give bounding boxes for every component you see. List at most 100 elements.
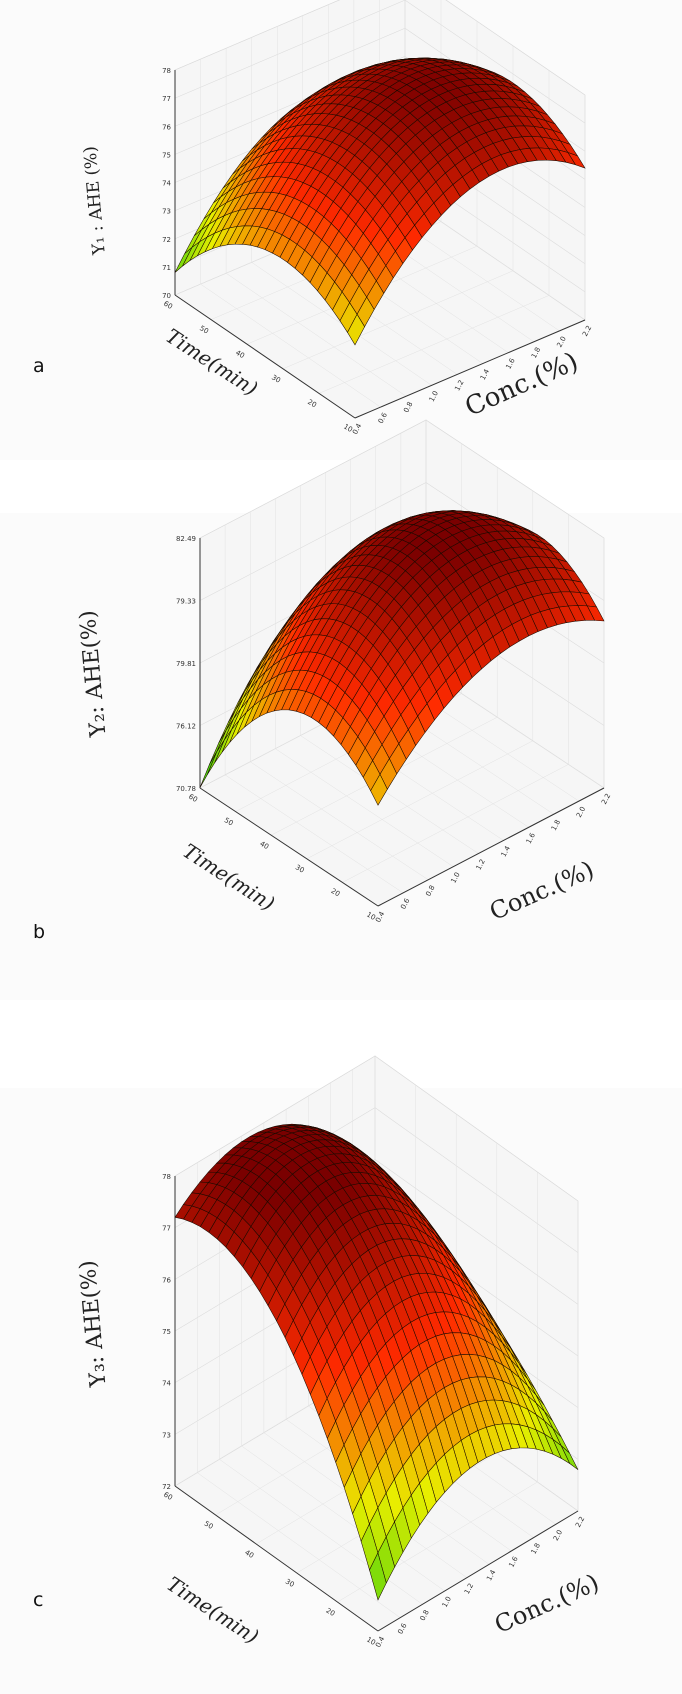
z-tick-label: 77 [162, 95, 171, 103]
response-surface [174, 1123, 579, 1601]
x-tick-label: 2.2 [574, 1515, 586, 1529]
plot-box: 0.4 0.6 0.8 1.0 1.2 1.4 1.6 1.8 2.0 2.2 10 20 30 40 50… [162, 0, 593, 436]
x-tick-label: 0.4 [374, 910, 387, 924]
x-axis-line [377, 1510, 579, 1632]
x-tick-label: 1.0 [441, 1595, 453, 1609]
surface-cell [347, 313, 365, 346]
y-tick-label: 60 [162, 300, 174, 311]
z-tick-label: 74 [162, 1380, 171, 1388]
x-tick-label: 0.6 [377, 411, 390, 425]
x-tick-label: 2.0 [552, 1529, 564, 1543]
chart-panel-a: 0.4 0.6 0.8 1.0 1.2 1.4 1.6 1.8 2.0 2.2 10 20 30 40 50… [0, 0, 682, 460]
x-tick-label: 1.8 [530, 346, 542, 360]
z-tick-label: 73 [162, 208, 171, 216]
response-surface [199, 510, 605, 806]
x-tick-label: 1.0 [449, 871, 461, 885]
panel-letter: b [33, 921, 45, 943]
z-tick-label: 78 [162, 67, 171, 75]
y-tick-label: 20 [330, 887, 342, 898]
y-tick-label: 30 [294, 863, 306, 874]
z-tick-label: 72 [162, 1483, 171, 1491]
y-axis-title: Time(min) [179, 839, 280, 916]
z-tick-label: 82.49 [176, 535, 196, 543]
y-tick-label: 50 [198, 324, 210, 335]
y-tick-label: 10 [365, 1636, 377, 1647]
y-tick-label: 40 [234, 349, 246, 360]
surface-cell [369, 1552, 387, 1601]
y-tick-label: 50 [223, 816, 235, 827]
x-tick-label: 1.2 [463, 1582, 475, 1596]
z-axis-title: Y₁ : AHE (%) [80, 145, 110, 256]
x-tick-label: 0.6 [396, 1621, 409, 1635]
x-tick-label: 0.6 [399, 897, 412, 911]
surface-plot-b: 0.4 0.6 0.8 1.0 1.2 1.4 1.6 1.8 2.0 2.2 10 20 30 40 50… [33, 419, 612, 943]
surface-plot-a: 0.4 0.6 0.8 1.0 1.2 1.4 1.6 1.8 2.0 2.2 10 20 30 40 50… [33, 0, 593, 436]
z-tick-label: 76 [162, 123, 171, 131]
z-tick-label: 70 [162, 292, 171, 300]
z-tick-label: 72 [162, 236, 171, 244]
x-tick-label: 1.4 [485, 1568, 498, 1582]
x-tick-label: 1.6 [507, 1555, 520, 1569]
z-tick-label: 73 [162, 1431, 171, 1439]
x-tick-label: 2.2 [600, 792, 612, 806]
z-tick-label: 70.78 [176, 785, 196, 793]
x-tick-label: 2.0 [575, 805, 587, 819]
y-axis-line [174, 294, 356, 419]
x-tick-label: 1.0 [428, 390, 440, 404]
x-axis-title: Conc.(%) [490, 1568, 603, 1639]
y-tick-label: 10 [365, 911, 377, 922]
z-tick-label: 79.33 [176, 598, 196, 606]
y-axis-line [199, 787, 379, 907]
y-tick-label: 40 [258, 840, 270, 851]
x-tick-label: 0.8 [424, 884, 436, 898]
z-tick-label: 76.12 [176, 723, 196, 731]
z-axis-title: Y₃: AHE(%) [76, 1259, 112, 1389]
x-tick-label: 2.2 [581, 324, 593, 338]
z-tick-label: 75 [162, 151, 171, 159]
x-tick-label: 1.4 [479, 367, 492, 381]
y-axis-title: Time(min) [163, 1572, 264, 1649]
x-tick-label: 1.2 [475, 858, 487, 872]
x-tick-label: 1.4 [500, 844, 513, 858]
x-tick-label: 0.8 [419, 1609, 431, 1623]
x-tick-label: 0.8 [402, 400, 414, 414]
panel-letter: a [33, 355, 45, 377]
y-tick-label: 60 [187, 793, 199, 804]
gridline [337, 1172, 538, 1603]
y-tick-label: 10 [342, 423, 354, 434]
x-tick-label: 1.2 [453, 379, 465, 393]
chart-panel-b: 0.4 0.6 0.8 1.0 1.2 1.4 1.6 1.8 2.0 2.2 10 20 30 40 50… [0, 419, 682, 1000]
z-tick-label: 74 [162, 180, 171, 188]
x-axis-line [377, 787, 605, 907]
panel-letter: c [33, 1589, 43, 1611]
x-tick-label: 0.4 [374, 1635, 387, 1649]
x-axis-line [354, 319, 586, 419]
x-tick-label: 1.6 [525, 831, 538, 845]
z-tick-label: 77 [162, 1225, 171, 1233]
x-tick-label: 2.0 [556, 335, 568, 349]
y-tick-label: 30 [284, 1578, 296, 1589]
plot-box: 0.4 0.6 0.8 1.0 1.2 1.4 1.6 1.8 2.0 2.2 10 20 30 40 50… [176, 419, 612, 924]
z-tick-label: 78 [162, 1173, 171, 1181]
z-axis-title: Y₂: AHE(%) [76, 609, 112, 739]
x-tick-label: 1.8 [530, 1542, 542, 1556]
response-surface [174, 57, 586, 346]
z-tick-label: 75 [162, 1328, 171, 1336]
y-tick-label: 20 [306, 398, 318, 409]
z-tick-label: 71 [162, 264, 171, 272]
y-tick-label: 60 [162, 1491, 174, 1502]
y-tick-label: 50 [203, 1520, 215, 1531]
y-tick-label: 20 [325, 1607, 337, 1618]
y-tick-label: 40 [243, 1549, 255, 1560]
chart-panel-c: 0.4 0.6 0.8 1.0 1.2 1.4 1.6 1.8 2.0 2.2 10 20 30 40 50… [0, 1055, 682, 1694]
plot-box: 0.4 0.6 0.8 1.0 1.2 1.4 1.6 1.8 2.0 2.2 10 20 30 40 50… [162, 1055, 586, 1649]
x-axis-title: Conc.(%) [485, 855, 598, 926]
x-tick-label: 0.4 [351, 422, 364, 436]
z-tick-label: 79.81 [176, 660, 196, 668]
x-tick-label: 1.6 [504, 356, 517, 370]
y-tick-label: 30 [270, 373, 282, 384]
y-axis-line [174, 1485, 379, 1632]
x-tick-label: 1.8 [550, 818, 562, 832]
z-tick-label: 76 [162, 1276, 171, 1284]
surface-plot-c: 0.4 0.6 0.8 1.0 1.2 1.4 1.6 1.8 2.0 2.2 10 20 30 40 50… [33, 1055, 603, 1649]
